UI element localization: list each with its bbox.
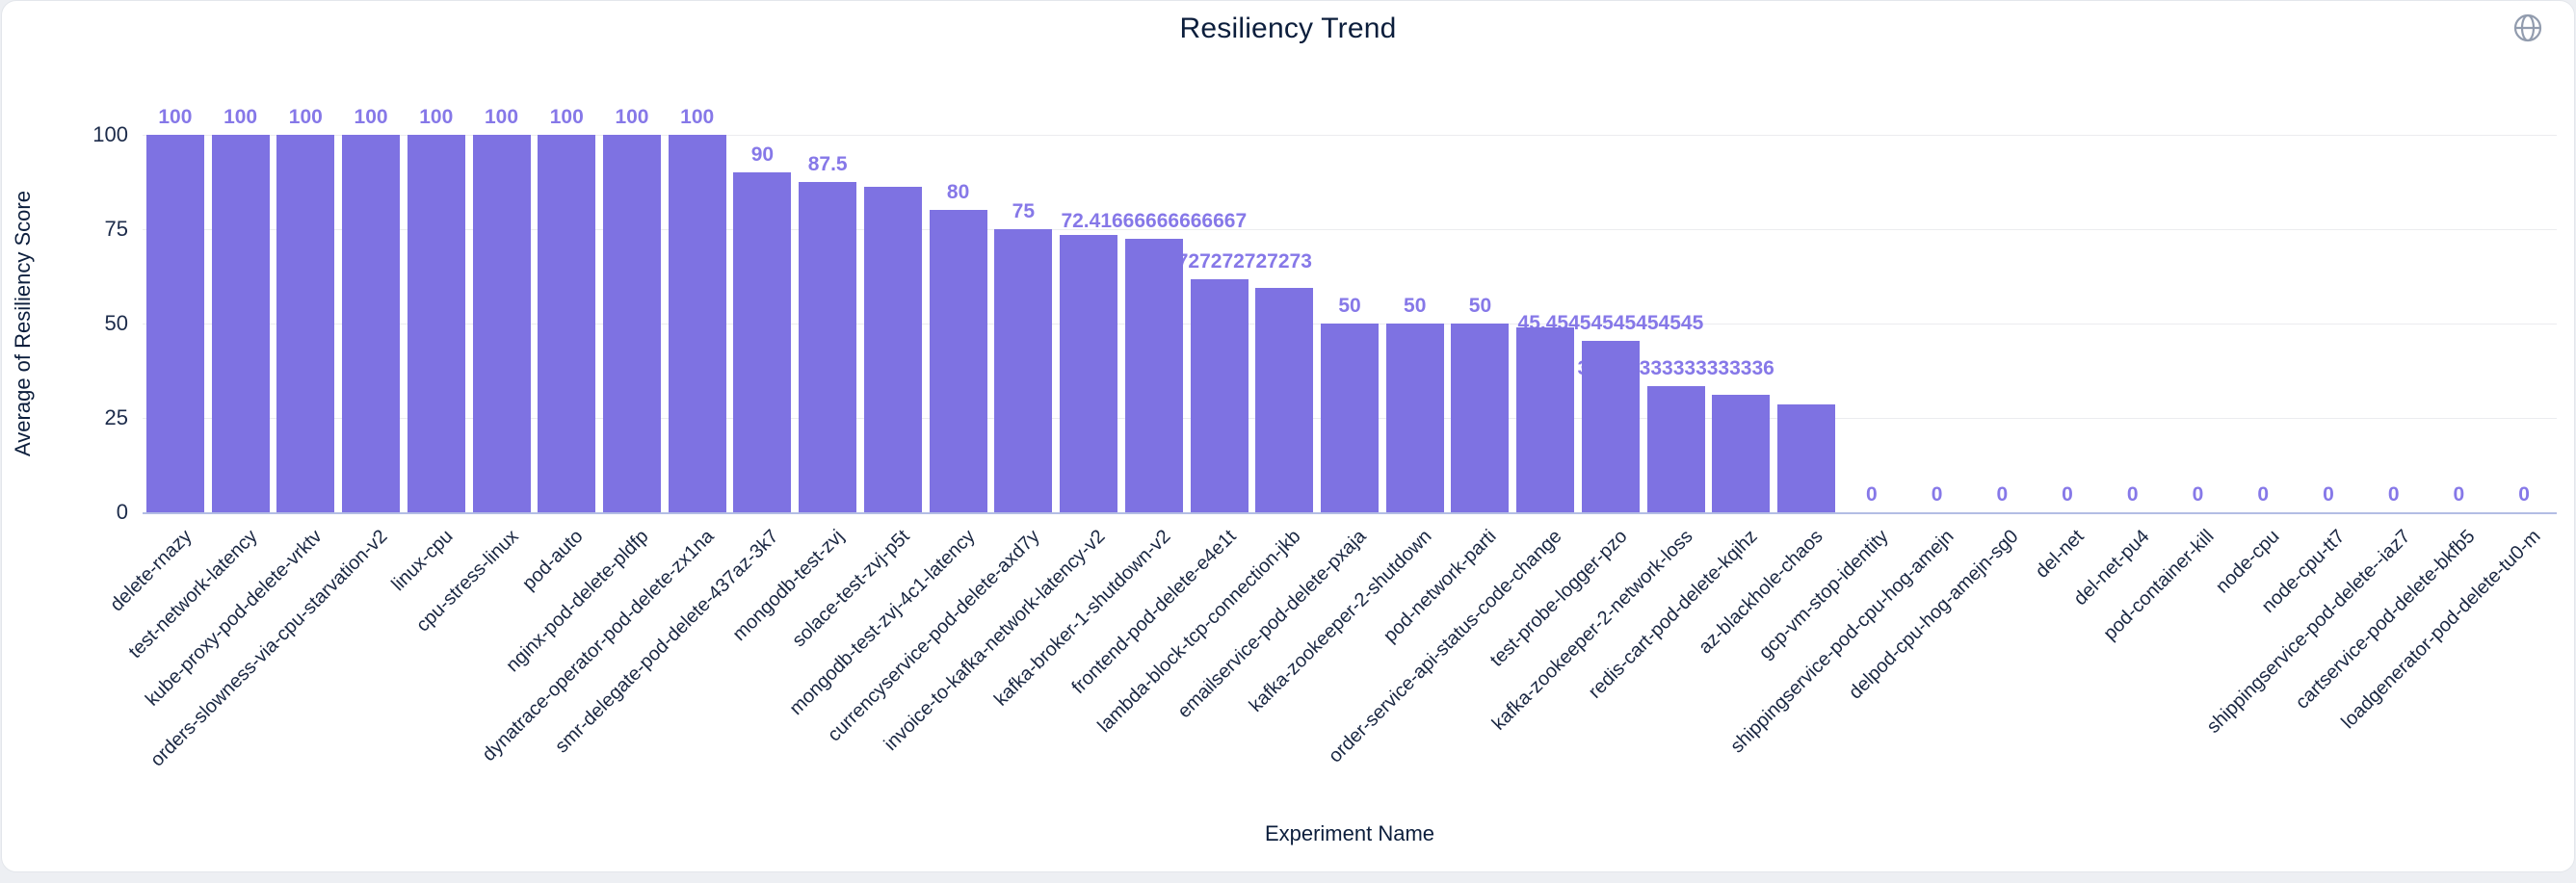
y-tick-label: 25 bbox=[104, 405, 128, 429]
bar[interactable] bbox=[733, 172, 792, 512]
gridline bbox=[143, 229, 2557, 230]
bar[interactable] bbox=[211, 135, 270, 512]
bar[interactable] bbox=[472, 135, 531, 512]
bar[interactable] bbox=[1712, 395, 1771, 512]
y-tick-label: 100 bbox=[92, 122, 128, 146]
bar-value-label: 100 bbox=[354, 106, 388, 128]
x-tick-label: az-blackhole-chaos bbox=[1695, 526, 1827, 659]
bar-value-label: 50 bbox=[1338, 295, 1361, 317]
bar-value-label: 100 bbox=[680, 106, 715, 128]
x-tick-label: del-net bbox=[2031, 526, 2089, 583]
bar[interactable] bbox=[1777, 403, 1836, 512]
x-axis-line bbox=[143, 512, 2557, 514]
bar-value-label: 90 bbox=[750, 143, 775, 167]
bar[interactable] bbox=[1646, 386, 1705, 512]
bar[interactable] bbox=[1581, 340, 1640, 512]
chart-title: Resiliency Trend bbox=[1179, 13, 1397, 44]
bar[interactable] bbox=[1321, 324, 1379, 512]
bar-value-label: 0 bbox=[2323, 483, 2334, 506]
bar[interactable] bbox=[929, 210, 987, 512]
bar-value-label: 0 bbox=[2453, 483, 2465, 506]
bar-value-label: 100 bbox=[223, 106, 258, 128]
bar-value-label: 75 bbox=[1012, 200, 1036, 222]
bar-value-label: 100 bbox=[288, 106, 323, 128]
bar-value-label: 87.5 bbox=[807, 153, 848, 175]
bar-value-label: 0 bbox=[2387, 483, 2400, 506]
bar-value-label: 50 bbox=[1468, 295, 1492, 317]
bar[interactable] bbox=[145, 135, 204, 512]
bar[interactable] bbox=[1255, 288, 1314, 512]
bar[interactable] bbox=[799, 182, 857, 512]
gridline bbox=[143, 135, 2557, 136]
bar-value-label: 0 bbox=[2192, 483, 2204, 506]
bar-value-label: 50 bbox=[1404, 295, 1427, 317]
y-tick-label: 50 bbox=[104, 311, 128, 335]
y-tick-label: 0 bbox=[116, 500, 128, 524]
bar[interactable] bbox=[276, 135, 335, 512]
bar[interactable] bbox=[342, 135, 401, 512]
bar-value-label: 100 bbox=[615, 106, 649, 128]
x-tick-label: mongodb-test-zvj bbox=[728, 526, 849, 646]
x-tick-label: pod-container-kill bbox=[2099, 526, 2220, 645]
bar-value-label: 100 bbox=[549, 106, 584, 128]
bar-value-label: 100 bbox=[484, 106, 519, 128]
bar-value-label: 0 bbox=[2518, 483, 2530, 506]
bar[interactable] bbox=[994, 229, 1053, 512]
bar[interactable] bbox=[1516, 327, 1575, 512]
bar-value-label: 80 bbox=[946, 181, 970, 204]
bar-value-label: 100 bbox=[158, 106, 193, 128]
bar[interactable] bbox=[1451, 324, 1510, 512]
globe-icon[interactable] bbox=[2512, 13, 2543, 43]
x-tick-label: dynatrace-operator-pod-delete-zx1na bbox=[478, 526, 719, 766]
bar-value-label: 0 bbox=[1931, 483, 1943, 506]
bar[interactable] bbox=[602, 135, 661, 512]
bar[interactable] bbox=[1190, 279, 1249, 512]
bar-value-label: 0 bbox=[2062, 483, 2073, 506]
bar-value-label: 0 bbox=[2126, 483, 2139, 506]
bar-value-label: 72.41666666666667 bbox=[1061, 210, 1248, 233]
x-axis-title: Experiment Name bbox=[1264, 821, 1435, 845]
bar-value-label: 0 bbox=[1996, 483, 2009, 506]
bar-value-label: 0 bbox=[1865, 483, 1878, 506]
bar-value-label: 0 bbox=[2257, 483, 2270, 506]
bar[interactable] bbox=[407, 135, 465, 512]
bar[interactable] bbox=[1385, 324, 1444, 512]
bar[interactable] bbox=[668, 135, 726, 512]
y-tick-label: 75 bbox=[104, 217, 128, 241]
bar[interactable] bbox=[1124, 239, 1183, 512]
bar-value-label: 100 bbox=[419, 106, 454, 128]
bar[interactable] bbox=[538, 135, 596, 512]
x-tick-label: orders-slowness-via-cpu-starvation-v2 bbox=[146, 526, 392, 771]
x-tick-label: pod-network-parti bbox=[1380, 526, 1502, 647]
bar[interactable] bbox=[1060, 235, 1118, 512]
x-tick-label: solace-test-zvj-p5t bbox=[788, 526, 914, 652]
x-tick-label: order-service-api-status-code-change bbox=[1325, 526, 1566, 767]
bar[interactable] bbox=[863, 187, 922, 512]
